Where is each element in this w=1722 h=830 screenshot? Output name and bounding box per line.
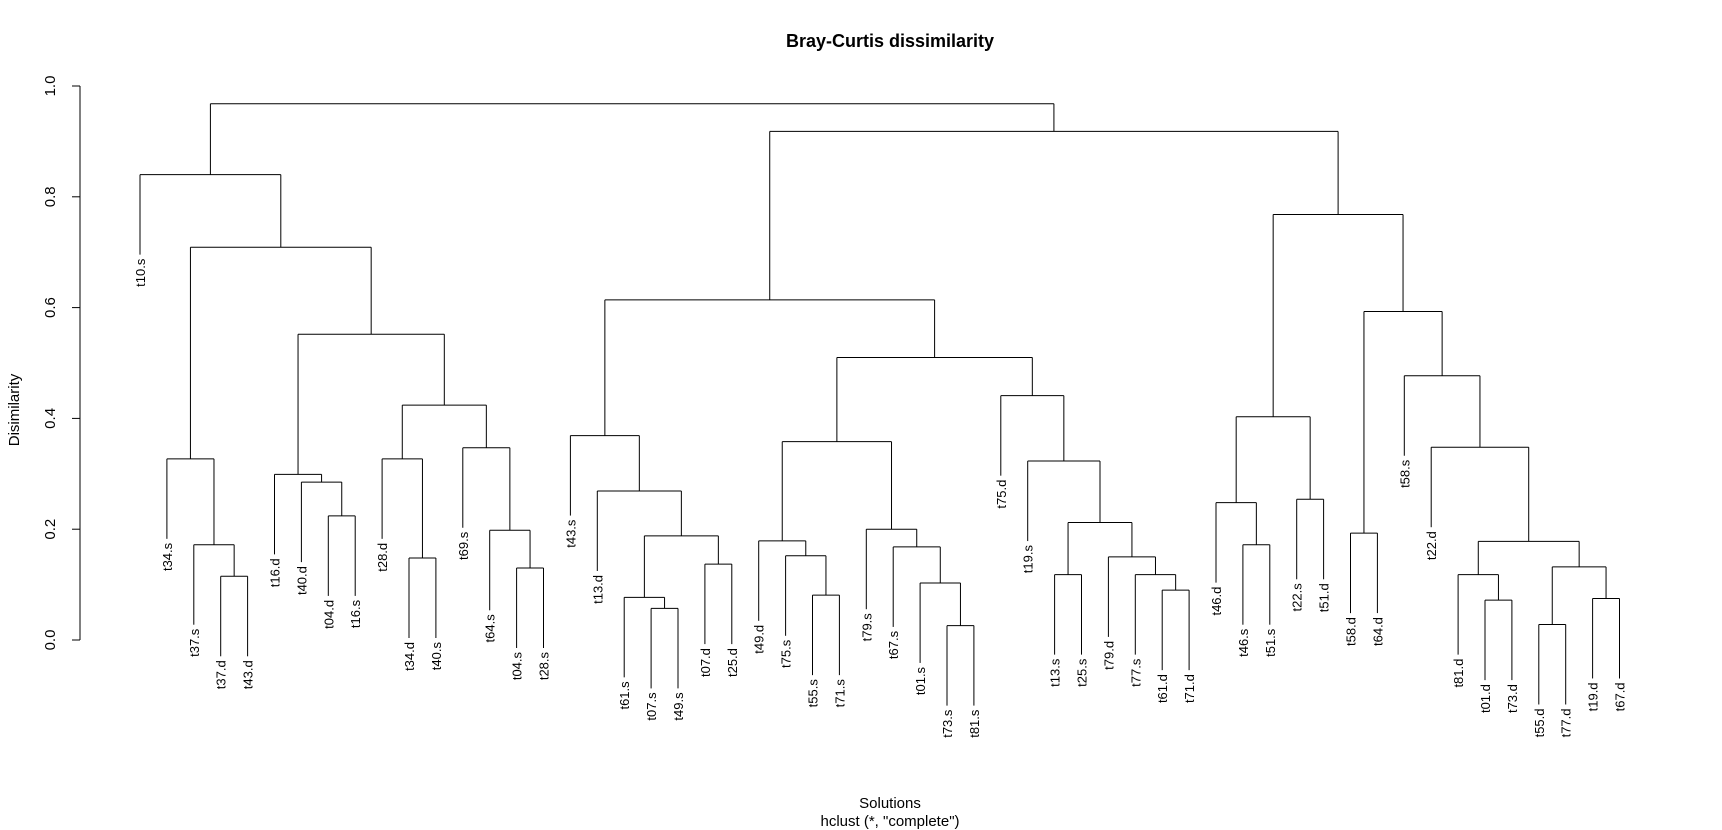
leaf-label: t25.s [1075,658,1090,687]
leaf-label: t51.s [1263,628,1278,657]
leaf-label: t81.d [1451,659,1466,688]
leaf-label: t71.d [1182,674,1197,703]
leaf-label: t37.s [187,628,202,657]
leaf-label: t13.d [590,575,605,604]
leaf-label: t79.d [1101,641,1116,670]
leaf-label: t22.s [1290,583,1305,612]
leaf-label: t75.d [994,480,1009,509]
leaf-label: t77.s [1128,658,1143,687]
y-axis: 0.0 0.2 0.4 0.6 0.8 1.0 [42,76,81,651]
leaf-label: t10.s [133,258,148,287]
y-tick-label: 0.8 [42,186,59,207]
leaf-label: t01.d [1478,684,1493,713]
x-axis-subtitle: hclust (*, "complete") [820,813,959,830]
leaf-label: t01.s [913,666,928,695]
leaf-label: t46.d [1209,587,1224,616]
leaf-label: t58.d [1344,617,1359,646]
leaf-label: t04.d [321,600,336,629]
leaf-label: t73.s [940,709,955,738]
leaf-label: t34.s [160,542,175,571]
leaf-label: t75.s [779,639,794,668]
leaf-label: t25.d [725,648,740,677]
y-tick-label: 0.2 [42,519,59,540]
leaf-label: t04.s [510,651,525,680]
y-tick-label: 1.0 [42,76,59,97]
leaf-label: t64.s [483,614,498,643]
leaf-label: t67.s [886,630,901,659]
leaf-label: t79.s [859,613,874,642]
leaf-label: t19.d [1586,682,1601,711]
dendrogram-tree [139,103,1620,706]
y-tick-label: 0.6 [42,297,59,318]
x-axis-label: Solutions [859,795,921,812]
leaf-label: t64.d [1370,617,1385,646]
leaf-label: t22.d [1424,531,1439,560]
leaf-label: t37.d [214,660,229,689]
leaf-label: t69.s [456,531,471,560]
leaf-label: t16.d [268,558,283,587]
leaf-label: t51.d [1317,583,1332,612]
leaf-label: t71.s [832,679,847,708]
leaf-labels: t10.s t34.s t37.s t37.d t43.d t16.d t40.d t04.d… [133,258,1628,738]
y-tick-label: 0.4 [42,408,59,429]
leaf-label: t61.d [1155,674,1170,703]
leaf-label: t77.d [1559,708,1574,737]
leaf-label: t16.s [348,599,363,628]
leaf-label: t49.d [752,625,767,654]
leaf-label: t81.s [967,709,982,738]
leaf-label: t19.s [1021,545,1036,574]
y-axis-label: Disimilarity [6,373,23,446]
leaf-label: t67.d [1613,682,1628,711]
leaf-label: t73.d [1505,684,1520,713]
y-tick-label: 0.0 [42,630,59,651]
leaf-label: t61.s [617,681,632,710]
leaf-label: t13.s [1048,658,1063,687]
leaf-label: t55.d [1532,708,1547,737]
leaf-label: t43.d [241,660,256,689]
leaf-label: t07.s [644,692,659,721]
chart-title: Bray-Curtis dissimilarity [786,31,994,51]
leaf-label: t28.s [537,651,552,680]
leaf-label: t07.d [698,648,713,677]
leaf-label: t46.s [1236,628,1251,657]
leaf-label: t40.d [294,566,309,595]
leaf-label: t49.s [671,692,686,721]
leaf-label: t55.s [806,679,821,708]
leaf-label: t28.d [375,543,390,572]
leaf-label: t40.s [429,642,444,671]
leaf-label: t58.s [1397,459,1412,488]
leaf-label: t34.d [402,642,417,671]
leaf-label: t43.s [563,519,578,548]
